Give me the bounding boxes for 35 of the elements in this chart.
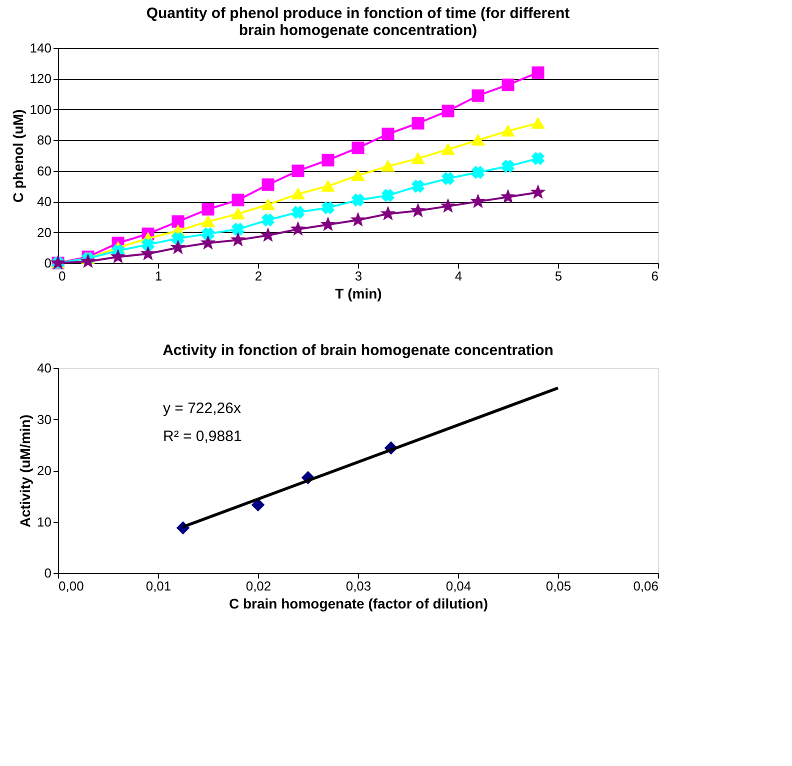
x-tick-label: 0,05 [546,578,572,594]
y-tick-label: 80 [37,132,52,148]
chart-title: Activity in fonction of brain homogenate concentration [162,342,554,359]
y-tick-label: 20 [37,463,52,478]
x-tick-label: 2 [254,268,262,284]
annotation: R² = 0,9881 [163,428,242,445]
y-axis-title: Activity (uM/min) [17,414,34,528]
y-tick-label: 40 [37,360,52,376]
x-tick-label: 0,00 [58,578,84,594]
y-tick-label: 40 [37,194,52,210]
x-tick-label: 1 [154,268,162,284]
y-tick-label: 0 [44,566,52,580]
y-tick-label: 20 [37,224,52,240]
y-axis-title: C phenol (uM) [10,109,26,203]
annotation: y = 722,26x [163,400,242,417]
x-axis-title: C brain homogenate (factor of dilution) [229,596,488,612]
x-tick-label: 0,03 [346,578,372,594]
chart-title: Quantity of phenol produce in fonction of time (for different brain homogenate concentration) [146,5,570,39]
x-tick-label: 0 [58,268,66,284]
x-tick-label: 4 [454,268,462,284]
y-tick-label: 0 [44,256,52,270]
y-tick-label: 140 [30,40,52,56]
x-tick-label: 6 [651,268,658,284]
x-tick-label: 5 [554,268,562,284]
x-axis-title: T (min) [335,286,382,302]
y-tick-label: 120 [30,71,52,86]
y-tick-label: 100 [30,102,52,117]
y-tick-label: 10 [37,514,52,530]
x-tick-label: 0,06 [633,578,658,594]
x-tick-label: 3 [354,268,362,284]
y-tick-label: 60 [37,163,52,178]
x-tick-label: 0,01 [146,578,172,594]
y-tick-label: 30 [37,412,52,427]
x-tick-label: 0,02 [246,578,272,594]
x-tick-label: 0,04 [446,578,472,594]
